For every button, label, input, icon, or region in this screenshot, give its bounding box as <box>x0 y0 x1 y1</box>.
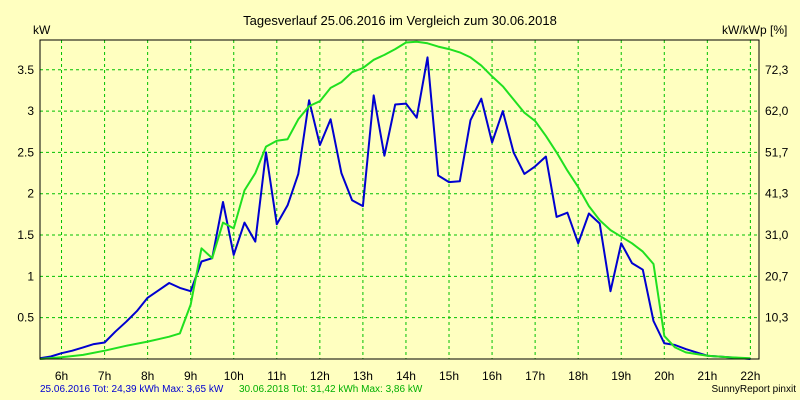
series-lines <box>39 40 751 360</box>
y-tick-label-right: 62,0 <box>765 104 789 118</box>
x-tick-label: 7h <box>98 369 111 383</box>
x-tick-label: 12h <box>310 369 330 383</box>
x-tick-label: 22h <box>740 369 760 383</box>
y-tick-label-right: 10,3 <box>765 311 789 325</box>
x-tick-label: 21h <box>697 369 717 383</box>
y-axis-label-right: kW/kWp [%] <box>722 23 787 37</box>
footer-credit: SunnyReport pinxit <box>712 384 797 395</box>
footer-series-2016: 25.06.2016 Tot: 24,39 kWh Max: 3,65 kW <box>40 384 224 395</box>
y-axis-label-left: kW <box>33 23 51 37</box>
y-tick-label-left: 3.5 <box>17 63 34 77</box>
y-tick-label-left: 2.5 <box>17 145 34 159</box>
x-tick-label: 16h <box>482 369 502 383</box>
x-tick-label: 11h <box>267 369 286 383</box>
y-tick-label-left: 3 <box>27 104 34 118</box>
x-tick-label: 10h <box>224 369 244 383</box>
chart-title: Tagesverlauf 25.06.2016 im Vergleich zum… <box>243 13 557 28</box>
x-tick-label: 18h <box>568 369 588 383</box>
axis-ticks: 6h 7h 8h 9h 10h 11h 12h 13h 14h 15h 16h 17h 18h 19h 20… <box>17 63 788 383</box>
x-tick-label: 17h <box>525 369 545 383</box>
y-tick-label-left: 1.5 <box>17 228 34 242</box>
x-tick-label: 13h <box>353 369 373 383</box>
y-tick-label-right: 51,7 <box>765 145 789 159</box>
series-line-2016 <box>39 56 751 360</box>
x-tick-label: 6h <box>55 369 68 383</box>
plot-frame <box>39 39 760 360</box>
y-tick-label-left: 1 <box>27 269 34 283</box>
footer-series-2018: 30.06.2018 Tot: 31,42 kWh Max: 3,86 kW <box>239 384 423 395</box>
x-tick-label: 14h <box>396 369 416 383</box>
y-tick-label-right: 20,7 <box>765 269 789 283</box>
y-tick-label-right: 41,3 <box>765 187 789 201</box>
x-tick-label: 20h <box>654 369 674 383</box>
x-tick-label: 15h <box>439 369 459 383</box>
y-tick-label-right: 31,0 <box>765 228 789 242</box>
y-tick-label-left: 0.5 <box>17 311 34 325</box>
x-tick-label: 8h <box>141 369 154 383</box>
x-tick-label: 9h <box>184 369 197 383</box>
y-tick-label-right: 72,3 <box>765 63 789 77</box>
x-tick-label: 19h <box>611 369 631 383</box>
series-line-2018 <box>39 40 751 360</box>
y-tick-label-left: 2 <box>27 187 34 201</box>
